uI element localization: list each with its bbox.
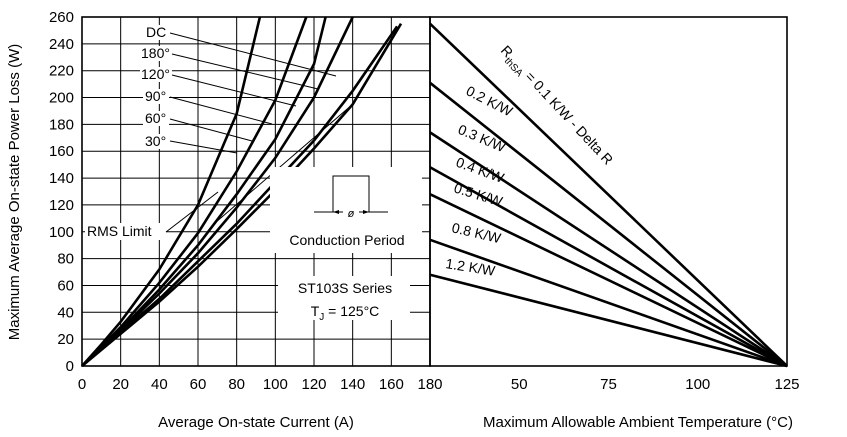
x-tick-label: 100 <box>263 376 288 393</box>
power-loss-curve <box>81 25 399 367</box>
x-tick-label: 80 <box>228 376 245 393</box>
y-tick-label: 20 <box>57 331 74 348</box>
series-title: ST103S Series <box>298 280 392 296</box>
label-120: 120° <box>141 66 170 82</box>
label-60: 60° <box>145 110 166 126</box>
conduction-period-inset: ø Conduction Period <box>270 167 422 253</box>
thermal-resistance-line <box>429 166 788 368</box>
left-x-axis-label: Average On-state Current (A) <box>158 414 354 431</box>
x-tick-label: 120 <box>301 376 326 393</box>
thermal-resistance-line <box>429 22 788 367</box>
x-tick-label: 60 <box>190 376 207 393</box>
x-tick-label: 0 <box>78 376 86 393</box>
conduction-period-label: Conduction Period <box>289 232 404 248</box>
label-30: 30° <box>145 133 166 149</box>
thermal-resistance-line <box>429 273 788 368</box>
x-tick-label: 180 <box>417 376 442 393</box>
thermal-resistance-line <box>429 81 788 368</box>
thermal-resistance-line <box>429 131 788 368</box>
y-tick-label: 240 <box>49 36 74 53</box>
label-rthsa-03: 0.3 K/W <box>456 121 509 155</box>
label-rthsa-08: 0.8 K/W <box>450 219 503 246</box>
label-rms-limit: RMS Limit <box>87 223 152 239</box>
label-rthsa-12: 1.2 K/W <box>445 255 497 279</box>
power-loss-curve <box>81 16 262 367</box>
right-plot-frame <box>429 16 788 367</box>
label-dc: DC <box>146 24 166 40</box>
x-tick-label: 40 <box>151 376 168 393</box>
right-x-tick-label: 50 <box>511 376 528 393</box>
label-90: 90° <box>145 88 166 104</box>
x-tick-label: 20 <box>112 376 129 393</box>
right-x-tick-label: 75 <box>600 376 617 393</box>
y-tick-label: 180 <box>49 116 74 133</box>
y-tick-label: 0 <box>66 358 74 375</box>
y-tick-label: 220 <box>49 63 74 80</box>
rms-limit-line <box>216 23 402 222</box>
y-tick-label: 40 <box>57 304 74 321</box>
junction-temp-label: TJ = 125°C <box>311 303 380 323</box>
thermal-resistance-line <box>429 193 788 368</box>
series-lines <box>81 16 788 368</box>
curve-label-leaders <box>169 32 337 154</box>
y-tick-label: 120 <box>49 197 74 214</box>
right-x-tick-label: 100 <box>685 376 710 393</box>
phi-symbol: ø <box>348 208 355 220</box>
curve-labels: DC 180° 120° 90° 60° 30° <box>140 24 172 149</box>
x-tick-label: 160 <box>379 376 404 393</box>
label-180: 180° <box>141 45 170 61</box>
y-tick-label: 260 <box>49 9 74 26</box>
power-loss-curve <box>81 16 308 367</box>
right-x-axis-label: Maximum Allowable Ambient Temperature (°… <box>483 414 793 431</box>
y-axis-label: Maximum Average On-state Power Loss (W) <box>6 44 23 340</box>
y-tick-label: 140 <box>49 170 74 187</box>
y-tick-label: 80 <box>57 251 74 268</box>
y-tick-label: 160 <box>49 143 74 160</box>
y-tick-label: 60 <box>57 277 74 294</box>
thermal-resistance-line <box>429 238 788 368</box>
right-x-tick-label: 125 <box>774 376 799 393</box>
x-tick-label: 140 <box>340 376 365 393</box>
power-loss-curve <box>81 16 354 367</box>
power-loss-curve <box>81 23 403 367</box>
y-tick-label: 100 <box>49 224 74 241</box>
tick-labels: 0 20 40 60 80 100 120 140 160 180 200 220 240 260 0 20 4… <box>49 9 800 393</box>
y-tick-label: 200 <box>49 90 74 107</box>
